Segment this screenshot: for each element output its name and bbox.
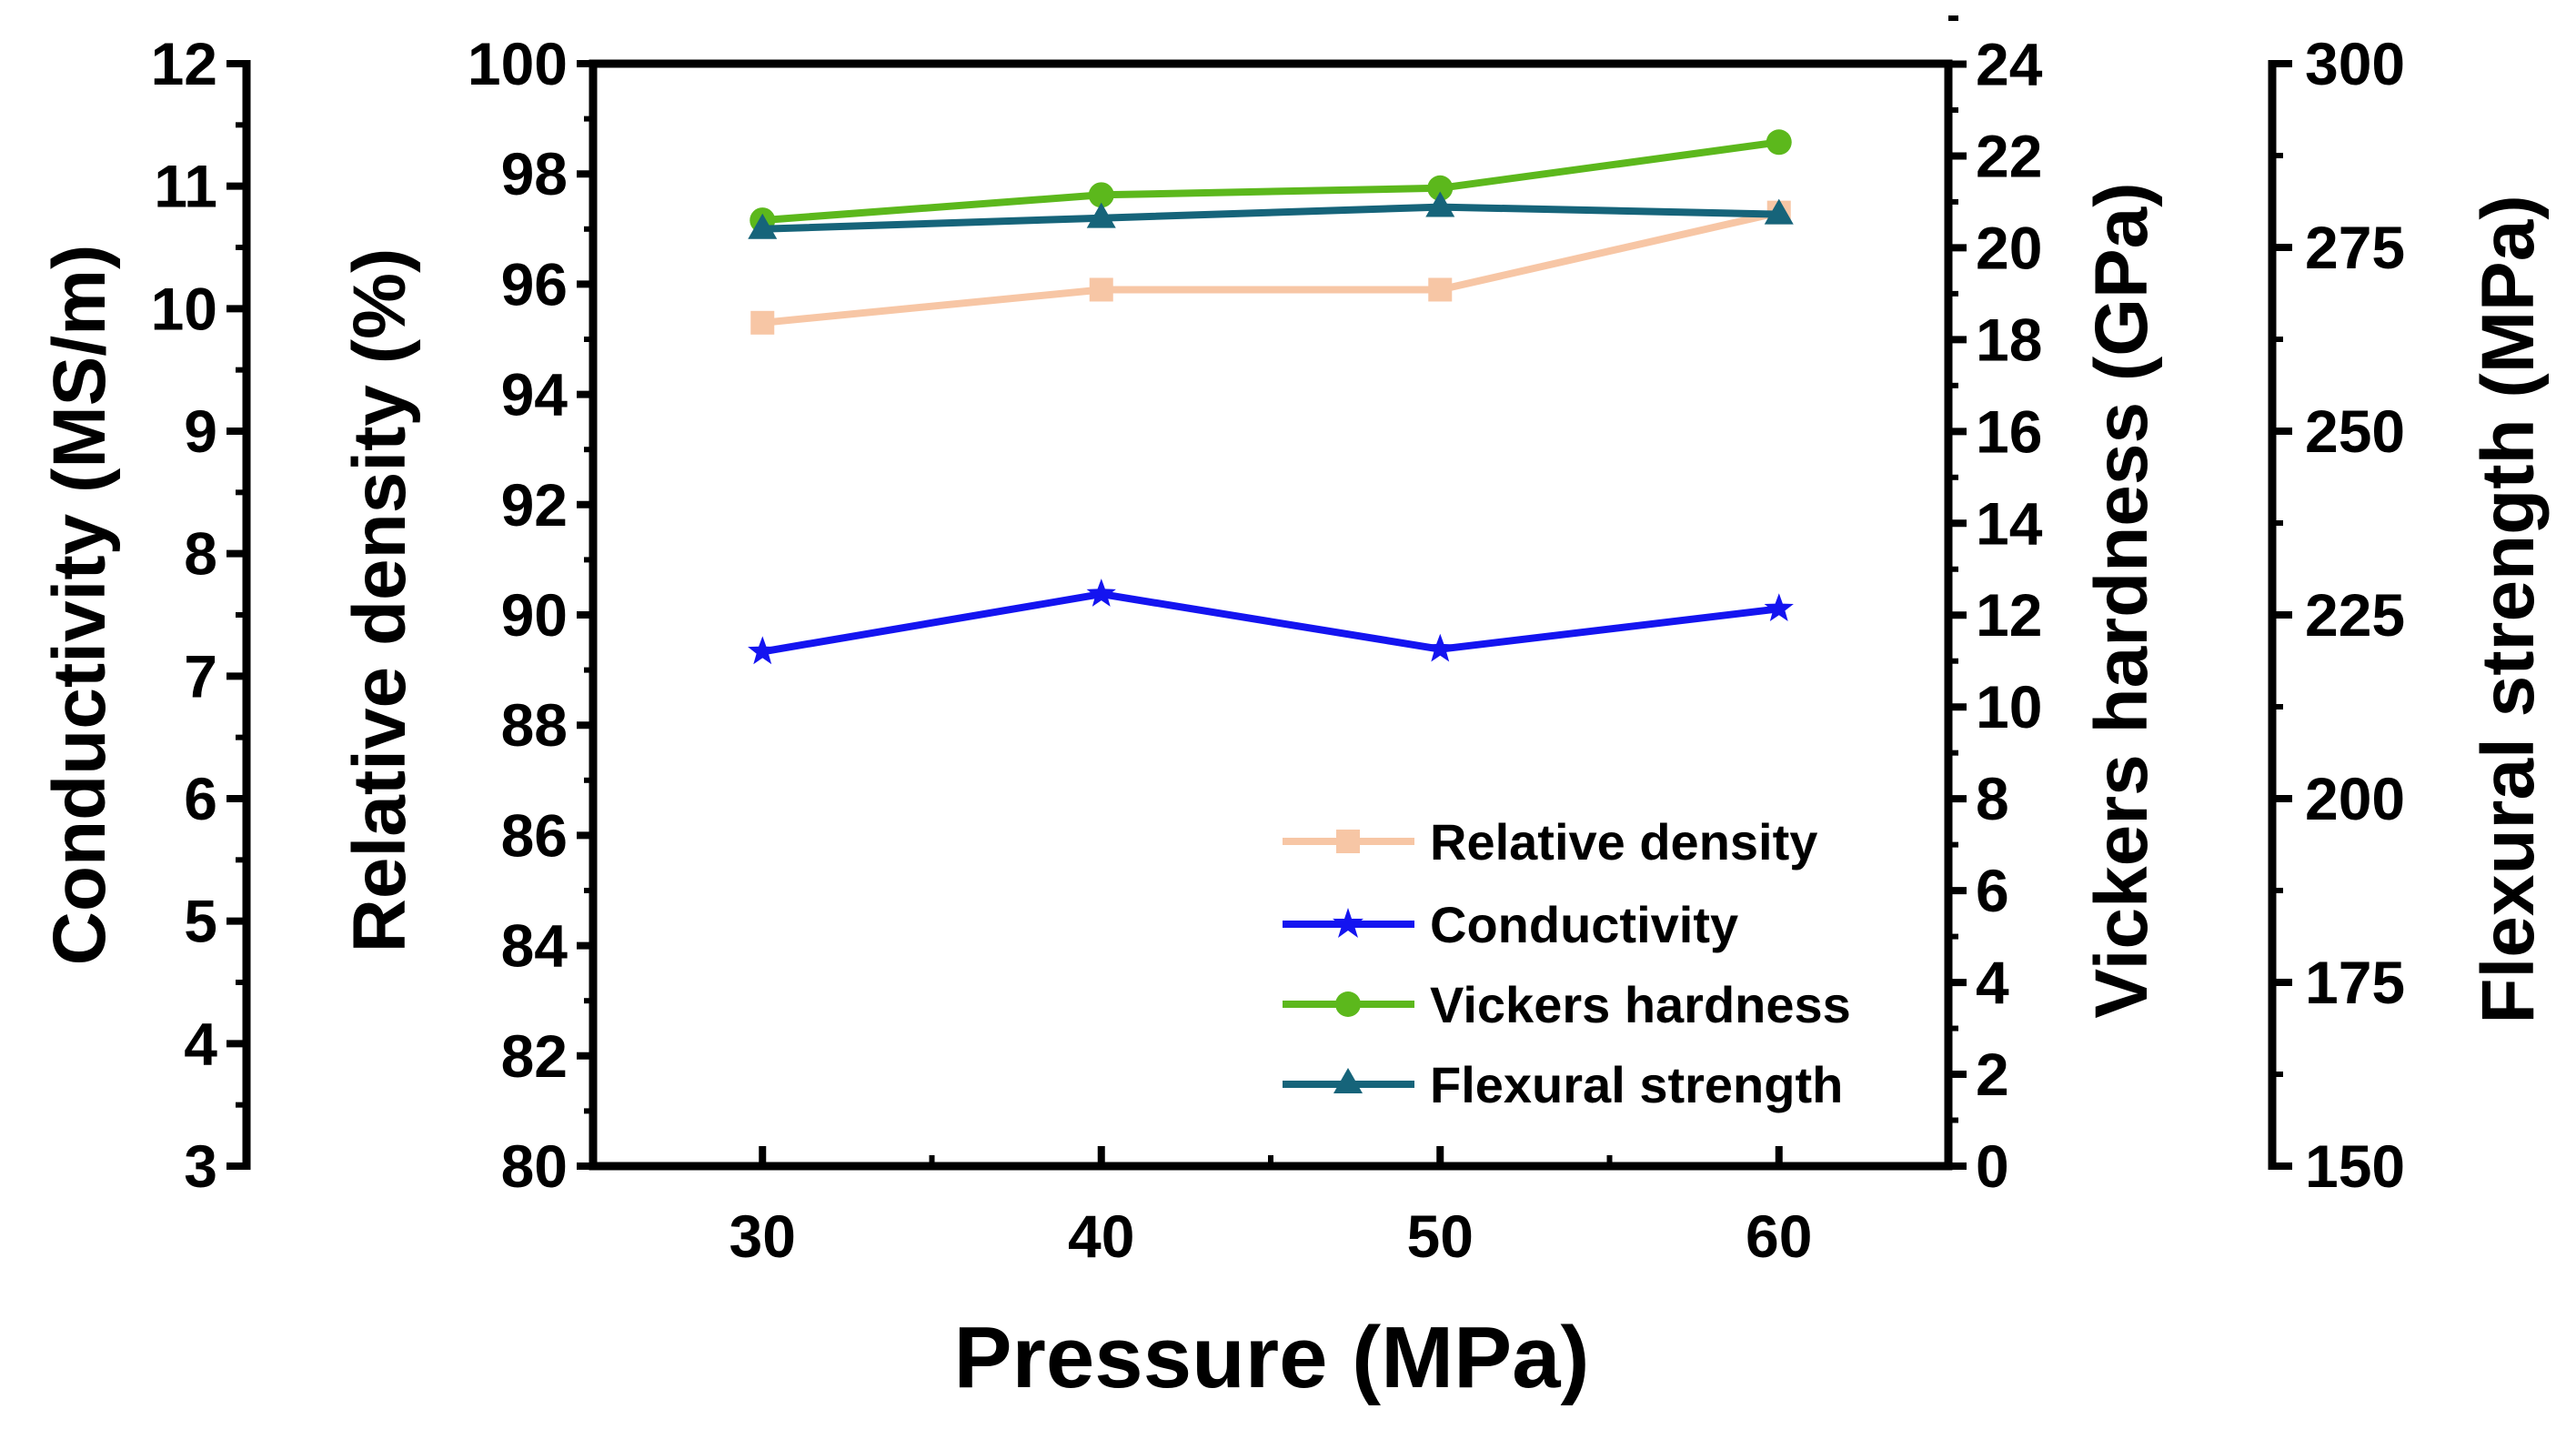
vickers-hardness-tick-label: 20 [1976, 214, 2042, 281]
relative-density-tick-label: 90 [501, 581, 568, 649]
data-point-conductivity [1425, 633, 1455, 662]
vickers-hardness-tick-label: 24 [1976, 30, 2043, 97]
x-tick-label: 50 [1407, 1203, 1474, 1270]
series-line-relative-density [761, 208, 1780, 327]
vickers-hardness-tick-label: 14 [1976, 489, 2043, 557]
legend-item-flexural-strength: Flexural strength [1283, 1056, 1843, 1113]
x-tick-label: 40 [1068, 1203, 1134, 1270]
data-point-relative-density [750, 310, 775, 335]
flexural-strength-tick-label: 275 [2305, 214, 2405, 281]
vickers-hardness-tick-label: 4 [1976, 949, 2009, 1016]
vickers-hardness-tick-label: 22 [1976, 122, 2042, 189]
relative-density-tick-label: 94 [501, 361, 569, 428]
flexural-strength-tick-label: 225 [2305, 581, 2405, 649]
data-point-vickers-hardness [1427, 175, 1454, 201]
data-point-flexural-strength [1764, 198, 1794, 225]
vickers-hardness-tick-label: 10 [1976, 673, 2042, 740]
conductivity-tick-label: 7 [184, 642, 217, 709]
flexural-strength-tick-label: 175 [2305, 949, 2405, 1016]
conductivity-tick-label: 4 [184, 1010, 217, 1077]
vickers-hardness-axis-title: Vickers hardness (GPa) [2080, 182, 2163, 1018]
data-point-conductivity [748, 636, 778, 665]
relative-density-axis-title: Relative density (%) [338, 248, 421, 953]
conductivity-tick-label: 10 [151, 275, 217, 342]
conductivity-tick-label: 6 [184, 765, 217, 832]
vickers-hardness-tick-label: 12 [1976, 581, 2042, 649]
relative-density-tick-label: 98 [501, 140, 568, 207]
conductivity-tick-label: 5 [184, 888, 217, 955]
data-point-vickers-hardness [1766, 129, 1792, 156]
legend-item-relative-density: Relative density [1283, 813, 1817, 870]
conductivity-tick-label: 3 [184, 1132, 217, 1200]
x-tick-label: 60 [1746, 1203, 1812, 1270]
relative-density-tick-label: 82 [501, 1022, 568, 1090]
flexural-strength-axis-title: Flexural strength (MPa) [2467, 195, 2550, 1023]
conductivity-tick-label: 11 [154, 153, 217, 220]
legend-item-vickers-hardness: Vickers hardness [1283, 976, 1851, 1033]
vickers-hardness-tick-label: 6 [1976, 857, 2009, 924]
conductivity-axis-title: Conductivity (MS/m) [38, 245, 121, 966]
legend-label-conductivity: Conductivity [1430, 896, 1738, 953]
data-point-flexural-strength [1086, 202, 1116, 228]
data-point-relative-density [1089, 277, 1113, 302]
relative-density-tick-label: 86 [501, 801, 568, 869]
flexural-strength-tick-label: 300 [2305, 30, 2405, 97]
relative-density-tick-label: 96 [501, 250, 568, 317]
legend-marker-conductivity [1333, 908, 1363, 938]
data-point-conductivity [1086, 579, 1116, 607]
x-axis-title: Pressure (MPa) [954, 1309, 1590, 1406]
legend: Relative density Conductivity Vickers ha… [1283, 813, 1851, 1113]
legend-marker-vickers-hardness [1335, 991, 1361, 1017]
relative-density-tick-label: 88 [501, 691, 568, 759]
relative-density-tick-label: 80 [501, 1132, 568, 1200]
data-point-relative-density [1428, 277, 1453, 302]
legend-marker-flexural-strength [1333, 1068, 1363, 1093]
x-tick-label: 30 [730, 1203, 796, 1270]
vickers-hardness-tick-label: 8 [1976, 765, 2009, 832]
flexural-strength-tick-label: 250 [2305, 398, 2405, 465]
legend-label-vickers-hardness: Vickers hardness [1430, 976, 1851, 1033]
legend-marker-relative-density [1336, 830, 1360, 853]
series-line-flexural-strength [762, 203, 1779, 233]
relative-density-tick-label: 84 [501, 912, 569, 980]
conductivity-tick-label: 9 [184, 398, 217, 465]
series-line-vickers-hardness [762, 138, 1780, 225]
conductivity-tick-label: 12 [151, 30, 217, 97]
flexural-strength-tick-label: 200 [2305, 765, 2405, 832]
vickers-hardness-tick-label: 0 [1976, 1132, 2009, 1200]
data-point-conductivity [1764, 593, 1794, 621]
relative-density-tick-label: 100 [468, 30, 568, 97]
relative-density-tick-label: 92 [501, 471, 568, 538]
vickers-hardness-tick-label: 16 [1976, 398, 2042, 465]
data-point-flexural-strength [748, 213, 778, 239]
flexural-strength-tick-label: 150 [2305, 1132, 2405, 1200]
legend-label-flexural-strength: Flexural strength [1430, 1056, 1843, 1113]
data-point-flexural-strength [1425, 191, 1455, 217]
vickers-hardness-tick-label: 2 [1976, 1041, 2009, 1108]
series-line-conductivity [761, 590, 1780, 656]
legend-label-relative-density: Relative density [1430, 813, 1817, 870]
legend-item-conductivity: Conductivity [1283, 896, 1738, 953]
data-point-vickers-hardness [1088, 182, 1114, 208]
conductivity-tick-label: 8 [184, 520, 217, 588]
vickers-hardness-tick-label: 18 [1976, 306, 2042, 373]
